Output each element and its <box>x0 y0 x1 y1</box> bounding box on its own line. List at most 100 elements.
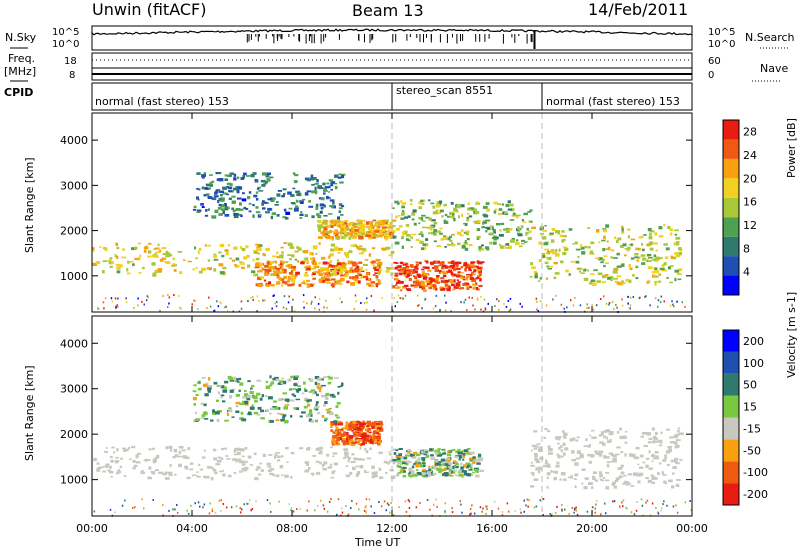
noise-cell <box>347 513 350 516</box>
noise-cell <box>93 510 96 513</box>
echo-cell <box>468 269 472 272</box>
echo-cell <box>434 260 437 264</box>
noise-cell <box>176 511 179 514</box>
noise-cell <box>630 296 632 299</box>
noise-cell <box>555 294 557 297</box>
echo-cell <box>323 192 326 195</box>
echo-cell <box>196 211 201 213</box>
echo-cell <box>173 449 178 453</box>
nsky-scatter-point <box>456 34 458 44</box>
echo-cell <box>292 388 296 390</box>
noise-cell <box>114 511 116 514</box>
echo-cell <box>159 259 164 262</box>
echo-cell <box>603 255 608 257</box>
echo-cell <box>350 461 356 463</box>
nsky-tick-low: 10^0 <box>52 39 80 50</box>
noise-cell <box>306 509 308 512</box>
echo-cell <box>407 450 411 454</box>
echo-cell <box>423 453 428 456</box>
noise-cell <box>434 305 437 308</box>
echo-cell <box>415 463 420 468</box>
noise-cell <box>187 512 190 515</box>
noise-cell <box>662 503 664 506</box>
echo-cell <box>606 461 611 464</box>
echo-cell <box>604 248 608 251</box>
echo-cell <box>616 239 619 243</box>
echo-cell <box>408 277 412 281</box>
echo-cell <box>657 280 662 283</box>
echo-cell <box>656 455 659 459</box>
echo-cell <box>388 235 392 237</box>
echo-cell <box>203 383 208 388</box>
echo-cell <box>428 199 431 202</box>
noise-cell <box>622 505 624 508</box>
echo-cell <box>592 282 597 286</box>
echo-cell <box>399 268 403 272</box>
echo-cell <box>675 241 680 244</box>
echo-cell <box>226 207 230 210</box>
noise-cell <box>473 512 476 515</box>
echo-cell <box>572 243 575 245</box>
noise-cell <box>320 499 322 502</box>
echo-cell <box>368 424 373 427</box>
echo-cell <box>92 247 95 251</box>
echo-cell <box>675 243 680 246</box>
noise-cell <box>213 309 215 312</box>
echo-cell <box>477 271 482 275</box>
echo-cell <box>599 474 603 477</box>
noise-cell <box>663 500 665 503</box>
echo-cell <box>338 428 342 431</box>
echo-cell <box>226 185 229 188</box>
echo-cell <box>315 206 319 210</box>
echo-cell <box>381 228 386 232</box>
echo-cell <box>281 280 286 284</box>
echo-cell <box>141 470 144 474</box>
echo-cell <box>340 227 344 232</box>
echo-cell <box>329 463 333 466</box>
echo-cell <box>239 382 244 386</box>
echo-cell <box>485 219 491 222</box>
echo-cell <box>592 471 598 474</box>
echo-cell <box>245 394 248 397</box>
echo-cell <box>639 454 644 458</box>
echo-cell <box>550 239 555 243</box>
freq-unit: [MHz] <box>4 65 37 78</box>
noise-cell <box>365 498 368 501</box>
echo-cell <box>510 239 515 243</box>
echo-cell <box>654 232 658 236</box>
echo-cell <box>343 431 346 434</box>
echo-cell <box>460 462 463 466</box>
echo-cell <box>303 405 308 409</box>
echo-cell <box>233 247 238 250</box>
echo-cell <box>443 220 449 224</box>
echo-cell <box>138 257 141 261</box>
noise-cell <box>317 302 320 305</box>
echo-cell <box>543 242 549 246</box>
noise-cell <box>288 503 290 506</box>
echo-cell <box>255 211 261 214</box>
echo-cell <box>253 194 258 198</box>
echo-cell <box>385 270 390 273</box>
echo-cell <box>469 278 473 280</box>
noise-cell <box>114 297 117 300</box>
echo-cell <box>272 377 276 381</box>
noise-cell <box>602 295 605 298</box>
echo-cell <box>224 174 230 177</box>
echo-cell <box>258 190 264 192</box>
echo-cell <box>622 436 626 439</box>
noise-cell <box>336 513 338 516</box>
echo-cell <box>555 230 560 234</box>
nsky-scatter-point <box>452 34 453 38</box>
echo-cell <box>290 452 295 455</box>
power-heatmap <box>92 172 686 313</box>
echo-cell <box>420 283 425 287</box>
noise-cell <box>248 499 251 502</box>
echo-cell <box>479 278 482 282</box>
echo-cell <box>456 267 461 270</box>
echo-cell <box>168 445 173 449</box>
echo-cell <box>325 392 330 396</box>
echo-cell <box>348 250 353 254</box>
nsky-scatter-point <box>308 34 310 41</box>
echo-cell <box>290 194 295 197</box>
echo-cell <box>283 406 288 410</box>
